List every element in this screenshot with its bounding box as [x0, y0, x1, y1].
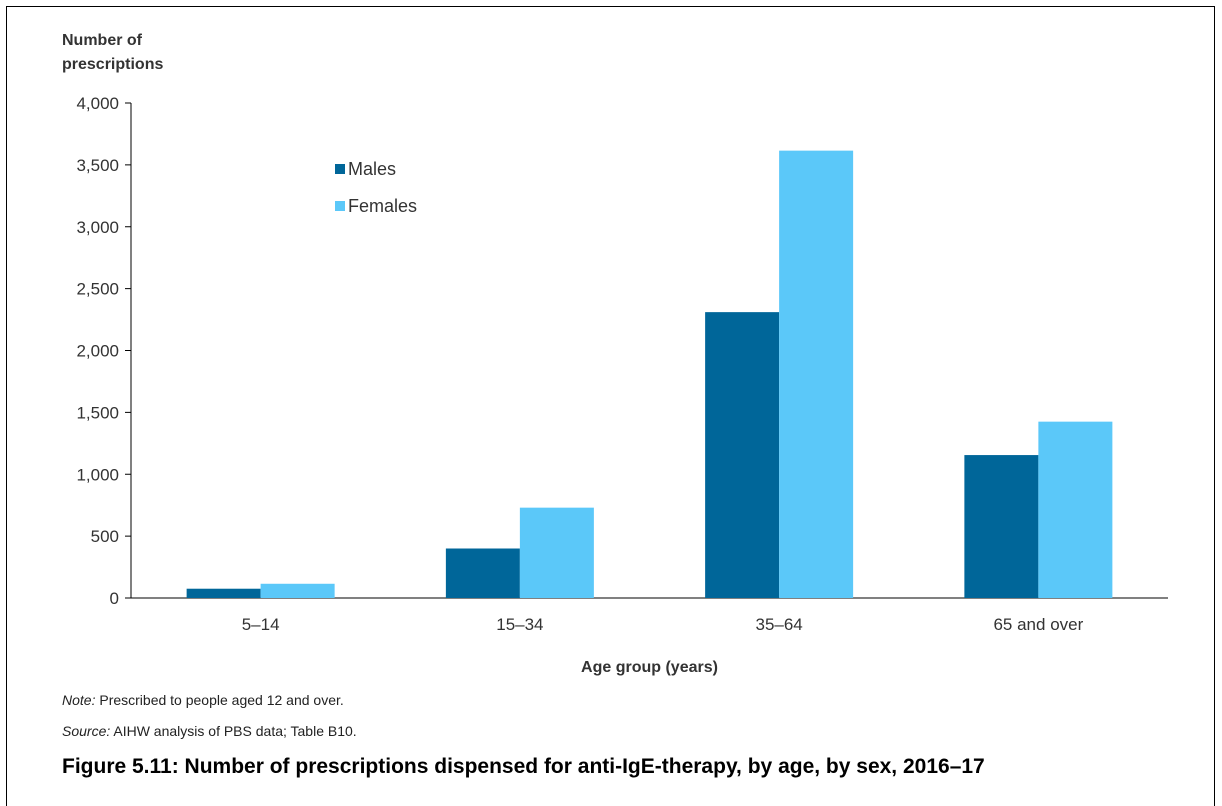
legend-label-males: Males: [348, 159, 396, 179]
y-tick-label: 4,000: [76, 94, 119, 113]
bar-males-3: [705, 312, 780, 598]
y-tick-label: 1,000: [76, 465, 119, 484]
y-axis-title: Number of prescriptions: [62, 32, 163, 73]
bar-females-1: [260, 583, 335, 598]
bar-males-4: [964, 455, 1039, 598]
bar-chart: Number of prescriptions 0 500 1,000 1,500 2,00…: [62, 32, 1168, 676]
bar-females-2: [519, 507, 594, 598]
x-tick-label: 35–64: [755, 615, 802, 634]
note-label: Note:: [62, 692, 96, 708]
bar-females-3: [779, 150, 854, 599]
y-tick-label: 1,500: [76, 403, 119, 422]
y-tick-label: 500: [91, 527, 119, 546]
source-label: Source:: [62, 723, 111, 739]
y-tick-label: 0: [110, 589, 119, 608]
bar-males-1: [186, 588, 261, 598]
y-tick-label: 3,000: [76, 218, 119, 237]
legend-label-females: Females: [348, 196, 417, 216]
source-text: AIHW analysis of PBS data; Table B10.: [110, 723, 357, 739]
note-text: Prescribed to people aged 12 and over.: [95, 692, 344, 708]
y-tick-label: 2,000: [76, 342, 119, 361]
x-tick-label: 5–14: [242, 615, 280, 634]
legend-swatch-females: [335, 201, 345, 211]
x-tick-label: 65 and over: [993, 615, 1083, 634]
bar-females-4: [1038, 421, 1113, 598]
figure-title: Figure 5.11: Number of prescriptions dis…: [62, 755, 985, 778]
chart-note: Note: Prescribed to people aged 12 and o…: [62, 692, 344, 708]
legend-swatch-males: [335, 164, 345, 174]
bar-males-2: [445, 548, 520, 598]
x-axis-title: Age group (years): [581, 659, 718, 676]
y-tick-label: 3,500: [76, 156, 119, 175]
x-tick-label: 15–34: [496, 615, 543, 634]
y-tick-label: 2,500: [76, 280, 119, 299]
chart-source: Source: AIHW analysis of PBS data; Table…: [62, 723, 357, 739]
figure-frame: [6, 6, 1215, 806]
